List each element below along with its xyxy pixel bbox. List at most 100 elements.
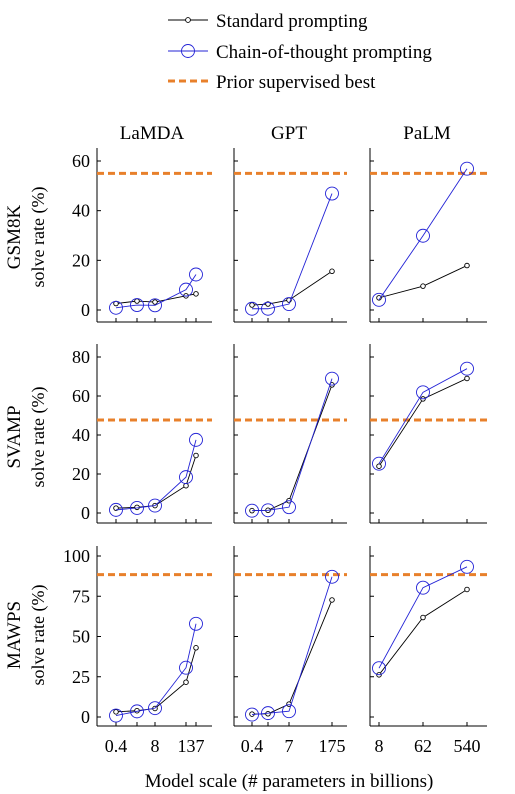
series-line-cot-gpt-mawps bbox=[251, 576, 333, 716]
row-dataset-svamp: SVAMP bbox=[4, 405, 25, 468]
point-standard-palm-gsm8k bbox=[420, 283, 426, 289]
series-line-standard-palm-gsm8k bbox=[378, 265, 468, 299]
point-standard-gpt-gsm8k bbox=[329, 268, 335, 275]
x-tick-label-palm-mawps: 62 bbox=[414, 736, 432, 756]
point-cot-lamda-gsm8k bbox=[148, 298, 162, 313]
panel-lamda-mawps: 0 25 50 75 100 0.4 8 137 bbox=[63, 546, 212, 756]
point-cot-lamda-mawps bbox=[179, 660, 193, 675]
point-cot-palm-gsm8k bbox=[416, 228, 430, 243]
panel-gpt-gsm8k bbox=[233, 148, 347, 323]
panel-gpt-mawps: 0.4 7 175 bbox=[233, 546, 347, 756]
y-tick-label-lamda-svamp: 40 bbox=[72, 425, 90, 445]
point-cot-gpt-mawps bbox=[245, 707, 259, 722]
point-cot-palm-mawps bbox=[460, 559, 474, 574]
point-cot-lamda-mawps bbox=[130, 704, 144, 719]
row-dataset-mawps: MAWPS bbox=[4, 601, 25, 669]
point-standard-lamda-mawps bbox=[193, 645, 199, 651]
point-standard-lamda-svamp bbox=[113, 505, 119, 511]
panel-palm-gsm8k bbox=[369, 148, 487, 323]
series-line-standard-lamda-mawps bbox=[115, 647, 197, 713]
point-cot-gpt-gsm8k bbox=[261, 301, 275, 316]
point-standard-palm-gsm8k bbox=[376, 295, 382, 301]
point-cot-gpt-gsm8k bbox=[325, 186, 339, 201]
series-line-cot-palm-svamp bbox=[378, 368, 468, 464]
panels: 0 20 40 60 0 20 40 60 80 0 25 50 75 100 0.4 8 137 0.4 7 175… bbox=[63, 148, 487, 756]
point-cot-palm-mawps bbox=[416, 580, 430, 595]
x-tick-label-lamda-mawps: 8 bbox=[151, 736, 160, 756]
legend: Standard prompting Chain-of-thought prom… bbox=[168, 11, 432, 93]
panel-lamda-gsm8k: 0 20 40 60 bbox=[72, 148, 212, 323]
point-cot-lamda-mawps bbox=[109, 708, 123, 723]
column-title-palm: PaLM bbox=[403, 123, 451, 144]
y-tick-label-lamda-mawps: 50 bbox=[72, 627, 90, 647]
x-tick-label-gpt-mawps: 7 bbox=[285, 736, 294, 756]
x-tick-label-gpt-mawps: 175 bbox=[319, 736, 346, 756]
y-tick-label-lamda-svamp: 60 bbox=[72, 386, 90, 406]
point-cot-gpt-svamp bbox=[245, 503, 259, 518]
y-tick-label-lamda-svamp: 80 bbox=[72, 347, 90, 367]
point-cot-palm-svamp bbox=[460, 361, 474, 376]
point-standard-palm-mawps bbox=[420, 614, 426, 621]
column-title-gpt: GPT bbox=[271, 123, 307, 144]
series-line-cot-gpt-gsm8k bbox=[252, 193, 333, 310]
x-tick-label-gpt-mawps: 0.4 bbox=[241, 736, 264, 756]
x-tick-label-palm-mawps: 540 bbox=[454, 736, 481, 756]
series-line-standard-palm-mawps bbox=[378, 589, 468, 676]
point-cot-palm-svamp bbox=[372, 456, 386, 471]
y-tick-label-lamda-svamp: 20 bbox=[72, 464, 90, 484]
row-ylabel-gsm8k: solve rate (%) bbox=[28, 187, 49, 288]
series-line-cot-lamda-svamp bbox=[115, 439, 197, 511]
legend-entry-standard: Standard prompting bbox=[168, 11, 368, 32]
row-label-mawps: MAWPS solve rate (%) bbox=[4, 585, 49, 686]
series-line-cot-lamda-gsm8k bbox=[115, 274, 197, 309]
row-dataset-gsm8k: GSM8K bbox=[4, 205, 25, 270]
y-tick-label-lamda-gsm8k: 20 bbox=[72, 250, 90, 270]
point-cot-lamda-svamp bbox=[130, 500, 144, 515]
point-standard-palm-svamp bbox=[464, 375, 470, 382]
point-cot-gpt-gsm8k bbox=[282, 297, 296, 311]
point-standard-lamda-gsm8k bbox=[193, 291, 199, 297]
row-ylabel-svamp: solve rate (%) bbox=[28, 387, 49, 488]
legend-standard-marker bbox=[185, 17, 191, 23]
point-standard-lamda-mawps bbox=[113, 709, 119, 715]
y-tick-label-lamda-mawps: 25 bbox=[72, 667, 90, 687]
point-standard-lamda-svamp bbox=[193, 452, 199, 459]
point-standard-lamda-mawps bbox=[183, 679, 189, 685]
panel-palm-mawps: 8 62 540 bbox=[369, 546, 487, 756]
point-cot-gpt-svamp bbox=[261, 503, 275, 518]
point-standard-palm-mawps bbox=[464, 586, 470, 593]
legend-standard-label: Standard prompting bbox=[216, 11, 368, 32]
y-tick-label-lamda-gsm8k: 40 bbox=[72, 201, 90, 221]
point-standard-palm-svamp bbox=[376, 463, 382, 469]
panel-palm-svamp bbox=[369, 344, 487, 524]
point-cot-palm-gsm8k bbox=[460, 161, 474, 176]
point-cot-lamda-svamp bbox=[148, 498, 162, 513]
legend-cot-marker bbox=[181, 44, 195, 58]
legend-prior-label: Prior supervised best bbox=[216, 72, 376, 93]
point-standard-lamda-svamp bbox=[183, 482, 189, 489]
point-cot-gpt-mawps bbox=[325, 569, 339, 584]
series-line-cot-lamda-mawps bbox=[115, 623, 197, 716]
point-standard-gpt-gsm8k bbox=[249, 302, 255, 308]
point-standard-gpt-mawps bbox=[265, 711, 271, 717]
point-cot-lamda-gsm8k bbox=[130, 298, 144, 312]
row-label-gsm8k: GSM8K solve rate (%) bbox=[4, 187, 49, 288]
x-tick-label-lamda-mawps: 137 bbox=[178, 736, 205, 756]
series-line-standard-lamda-svamp bbox=[115, 455, 197, 509]
series-line-standard-palm-svamp bbox=[378, 378, 468, 467]
point-cot-lamda-gsm8k bbox=[179, 282, 193, 297]
point-standard-lamda-gsm8k bbox=[113, 300, 119, 307]
point-cot-gpt-svamp bbox=[282, 500, 296, 515]
point-cot-lamda-mawps bbox=[189, 616, 203, 631]
y-tick-label-lamda-svamp: 0 bbox=[81, 503, 90, 523]
series-line-standard-gpt-gsm8k bbox=[251, 270, 333, 306]
point-cot-gpt-mawps bbox=[261, 706, 275, 721]
row-label-svamp: SVAMP solve rate (%) bbox=[4, 387, 49, 488]
point-cot-palm-mawps bbox=[372, 661, 386, 676]
point-standard-lamda-gsm8k bbox=[134, 298, 140, 304]
row-ylabel-mawps: solve rate (%) bbox=[28, 585, 49, 686]
series-line-standard-gpt-svamp bbox=[251, 384, 333, 512]
x-tick-label-lamda-mawps: 0.4 bbox=[105, 736, 128, 756]
point-cot-palm-gsm8k bbox=[372, 292, 386, 307]
